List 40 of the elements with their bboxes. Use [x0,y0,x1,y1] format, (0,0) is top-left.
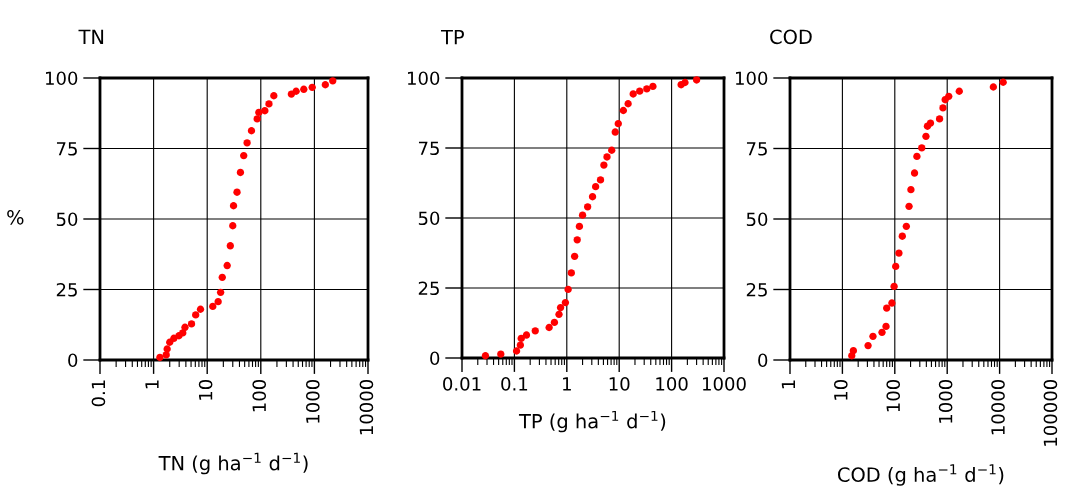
y-tick-label: 100 [45,71,78,86]
x-tick-label: 0.1 [501,377,528,391]
chart-title: TP [440,29,464,45]
y-tick-label: 100 [407,71,440,86]
y-tick-label: 25 [746,282,767,297]
y-tick-label: 75 [746,142,767,156]
x-tick-label: 1000 [305,379,320,423]
x-tick-label: 10 [833,379,848,400]
x-tick-label: 100000 [1043,379,1058,446]
x-tick-label: 0.01 [443,377,481,391]
y-tick-label: 50 [746,212,768,227]
y-tick-label: 100 [735,71,768,86]
y-tick-label: 25 [418,281,439,296]
x-axis-title: COD (g ha$^{−1}$ d$^{−1}$) [837,464,1004,486]
y-tick-label: 0 [68,353,78,368]
x-tick-label: 1 [563,377,571,391]
x-tick-label: 1 [145,380,159,389]
y-tick-label: 0 [758,353,768,368]
y-tick-label: 50 [418,211,440,226]
x-tick-label: 1000 [938,379,953,423]
x-tick-label: 10 [198,379,213,400]
x-tick-label: 1000 [703,377,746,391]
x-tick-label: 10000 [991,379,1005,435]
x-tick-label: 1 [781,380,795,389]
y-tick-label: 25 [56,282,77,297]
x-tick-label: 10 [609,377,630,391]
y-tick-label: 75 [56,142,77,156]
chart-title: COD [770,29,812,45]
x-tick-label: 100 [252,379,267,412]
x-tick-label: 0.1 [91,380,106,407]
x-axis-title: TP (g ha$^{−1}$ d$^{−1}$) [518,410,666,433]
x-tick-label: 10000 [359,379,374,435]
chart-title: TN [78,29,104,44]
x-tick-label: 100 [886,379,901,412]
y-tick-label: 50 [56,212,78,227]
x-axis-title: TN (g ha$^{−1}$ d$^{−1}$) [158,452,308,475]
y-tick-label: 0 [430,351,440,366]
y-tick-label: 75 [418,141,439,156]
y-axis-title: % [7,209,24,225]
x-tick-label: 100 [656,377,688,391]
